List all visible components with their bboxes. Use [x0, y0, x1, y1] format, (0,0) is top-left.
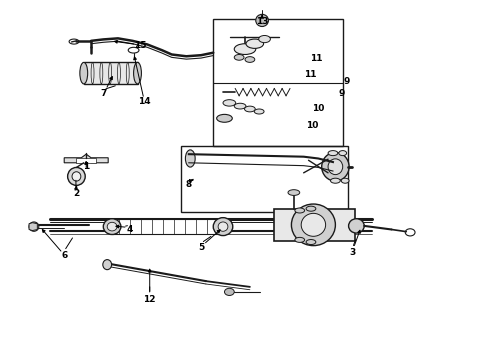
Ellipse shape — [217, 114, 232, 122]
Ellipse shape — [254, 109, 264, 114]
Ellipse shape — [301, 213, 326, 236]
Text: 11: 11 — [304, 71, 316, 80]
Text: 2: 2 — [73, 189, 79, 198]
Text: 6: 6 — [61, 251, 67, 260]
Ellipse shape — [348, 219, 364, 233]
Text: 10: 10 — [306, 121, 318, 130]
Text: 11: 11 — [310, 54, 322, 63]
Ellipse shape — [213, 218, 233, 235]
Text: 4: 4 — [127, 225, 133, 234]
Ellipse shape — [234, 103, 246, 109]
Ellipse shape — [328, 159, 343, 175]
Text: 7: 7 — [100, 89, 106, 98]
Polygon shape — [64, 154, 108, 163]
Ellipse shape — [234, 54, 244, 60]
Ellipse shape — [29, 222, 39, 231]
Text: 5: 5 — [198, 243, 204, 252]
Ellipse shape — [339, 150, 346, 156]
Ellipse shape — [295, 208, 305, 213]
Text: 9: 9 — [343, 77, 350, 86]
Ellipse shape — [134, 62, 142, 84]
Ellipse shape — [224, 288, 234, 296]
Polygon shape — [29, 223, 37, 230]
Ellipse shape — [223, 100, 236, 106]
Text: 15: 15 — [134, 41, 146, 50]
Text: 14: 14 — [139, 97, 151, 106]
Ellipse shape — [341, 178, 349, 183]
Ellipse shape — [292, 204, 335, 246]
Text: 1: 1 — [83, 162, 89, 171]
Ellipse shape — [234, 44, 256, 54]
Text: 13: 13 — [256, 17, 269, 26]
Ellipse shape — [295, 237, 305, 242]
Bar — [274, 209, 355, 241]
Ellipse shape — [259, 36, 270, 42]
Text: 12: 12 — [144, 294, 156, 303]
Text: 3: 3 — [349, 248, 356, 257]
Bar — [84, 62, 138, 84]
Ellipse shape — [68, 167, 85, 185]
Ellipse shape — [256, 14, 269, 27]
Ellipse shape — [328, 150, 338, 156]
Ellipse shape — [245, 57, 255, 62]
Text: 8: 8 — [186, 180, 192, 189]
Text: 10: 10 — [313, 104, 325, 113]
Ellipse shape — [72, 172, 81, 181]
Bar — [76, 158, 96, 163]
Text: 9: 9 — [339, 89, 345, 98]
Ellipse shape — [306, 206, 316, 211]
Ellipse shape — [288, 190, 300, 195]
Ellipse shape — [306, 239, 316, 244]
Ellipse shape — [185, 150, 195, 167]
Bar — [113, 219, 223, 234]
Ellipse shape — [218, 222, 228, 231]
Ellipse shape — [322, 152, 349, 181]
Ellipse shape — [80, 62, 88, 84]
Bar — [181, 146, 347, 212]
Ellipse shape — [245, 106, 255, 112]
Ellipse shape — [246, 39, 264, 48]
Ellipse shape — [103, 219, 121, 234]
Ellipse shape — [103, 260, 112, 270]
Ellipse shape — [331, 178, 340, 183]
Bar — [213, 19, 343, 146]
Ellipse shape — [107, 222, 117, 231]
